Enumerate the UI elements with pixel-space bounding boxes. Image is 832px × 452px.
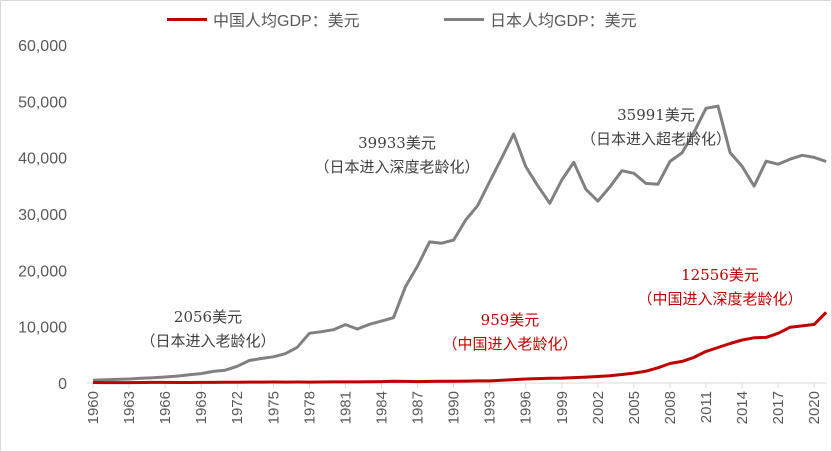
y-tick-label: 60,000 bbox=[18, 38, 67, 55]
x-tick-label: 1987 bbox=[410, 391, 427, 424]
annotation-china-aging: 959美元 （中国进入老龄化） bbox=[442, 308, 577, 356]
legend-item-japan: 日本人均GDP：美元 bbox=[444, 7, 637, 31]
annotation-china-deep-aging: 12556美元 （中国进入深度老龄化） bbox=[637, 263, 802, 311]
x-tick-label: 1966 bbox=[157, 391, 174, 424]
x-tick-label: 1963 bbox=[121, 391, 138, 424]
annotation-note: （日本进入老龄化） bbox=[140, 332, 276, 350]
x-tick-label: 2014 bbox=[734, 391, 751, 424]
x-tick-label: 1981 bbox=[337, 391, 354, 424]
x-tick-label: 1978 bbox=[301, 391, 318, 424]
x-tick-label: 2020 bbox=[806, 391, 823, 424]
annotation-japan-super-aging: 35991美元 （日本进入超老龄化） bbox=[581, 103, 731, 151]
y-tick-label: 20,000 bbox=[18, 263, 67, 280]
x-tick-label: 1969 bbox=[193, 391, 210, 424]
x-tick-label: 1996 bbox=[518, 391, 535, 424]
series-line-china bbox=[92, 311, 828, 385]
annotation-japan-aging: 2056美元 （日本进入老龄化） bbox=[140, 305, 275, 353]
x-tick-label: 1984 bbox=[373, 391, 390, 424]
legend-swatch-china bbox=[167, 17, 207, 21]
annotation-note: （中国进入老龄化） bbox=[442, 335, 578, 353]
y-tick-label: 30,000 bbox=[18, 207, 67, 224]
y-tick-label: 0 bbox=[58, 376, 67, 393]
x-tick-label: 2017 bbox=[770, 391, 787, 424]
x-tick-label: 1999 bbox=[554, 391, 571, 424]
x-tick-label: 1993 bbox=[482, 391, 499, 424]
x-tick-label: 2008 bbox=[662, 391, 679, 424]
x-tick-label: 1990 bbox=[446, 391, 463, 424]
y-tick-label: 10,000 bbox=[18, 320, 67, 337]
annotation-value: 39933美元 bbox=[358, 134, 436, 152]
annotation-value: 35991美元 bbox=[617, 106, 695, 124]
y-tick-label: 40,000 bbox=[18, 151, 67, 168]
legend-item-china: 中国人均GDP：美元 bbox=[167, 7, 360, 31]
annotation-value: 12556美元 bbox=[681, 266, 759, 284]
legend-label-china: 中国人均GDP：美元 bbox=[213, 13, 360, 30]
series-line-japan bbox=[92, 104, 827, 382]
y-tick-label: 50,000 bbox=[18, 94, 67, 111]
annotation-note: （日本进入深度老龄化） bbox=[314, 158, 480, 176]
annotation-note: （中国进入深度老龄化） bbox=[637, 290, 803, 308]
x-tick-label: 2002 bbox=[590, 391, 607, 424]
x-tick-label: 1960 bbox=[85, 391, 102, 424]
annotation-value: 959美元 bbox=[480, 311, 540, 329]
x-tick-label: 2005 bbox=[626, 391, 643, 424]
x-tick-label: 1972 bbox=[229, 391, 246, 424]
x-tick-label: 2011 bbox=[698, 391, 715, 423]
legend-swatch-japan bbox=[444, 17, 484, 21]
annotation-note: （日本进入超老龄化） bbox=[580, 130, 732, 148]
annotation-japan-deep-aging: 39933美元 （日本进入深度老龄化） bbox=[314, 131, 479, 179]
x-tick-label: 1975 bbox=[265, 391, 282, 424]
legend-label-japan: 日本人均GDP：美元 bbox=[490, 13, 637, 30]
annotation-value: 2056美元 bbox=[173, 308, 243, 326]
